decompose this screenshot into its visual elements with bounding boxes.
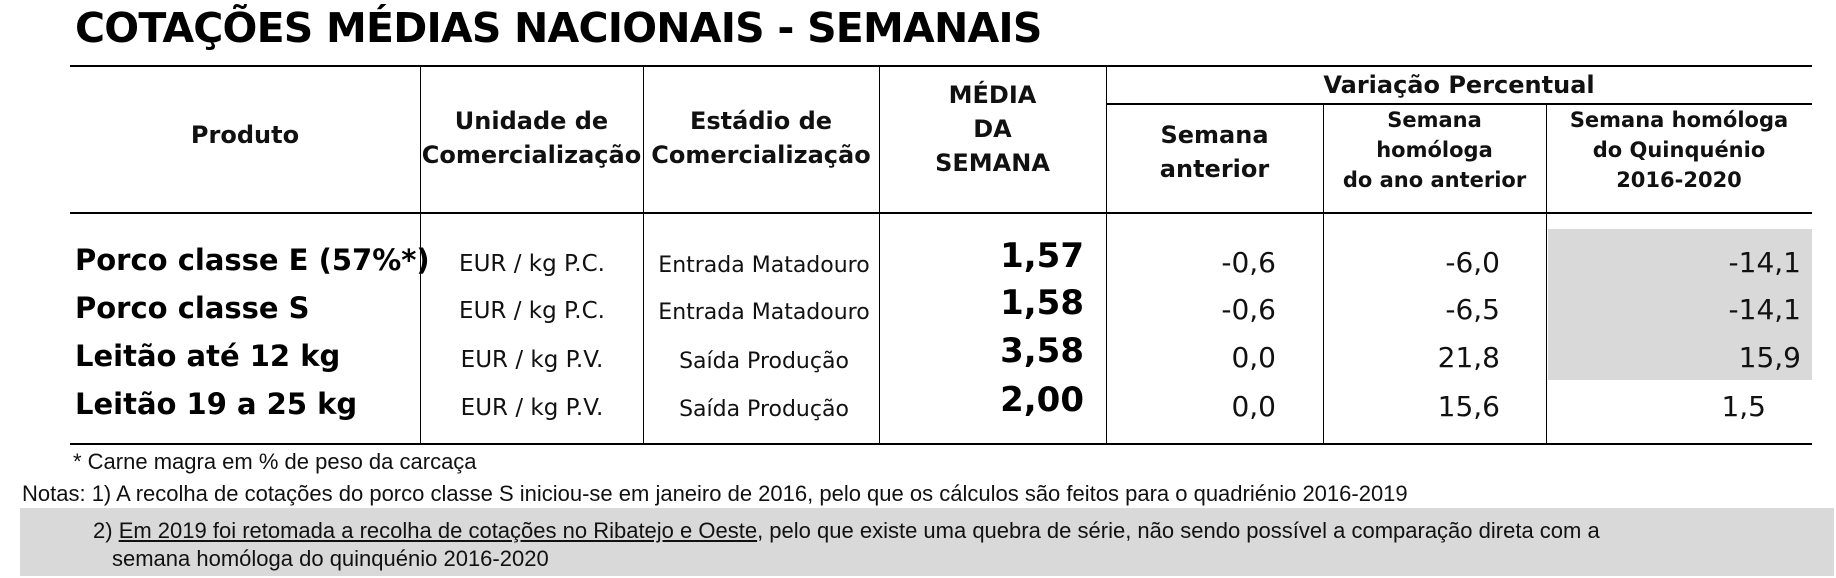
col-divider-4 <box>1106 65 1107 445</box>
row-2-unidade: EUR / kg P.C. <box>459 298 605 324</box>
row-2-media: 1,58 <box>1000 283 1084 323</box>
header-semana-quinquenio-line1: Semana homóloga <box>1569 108 1789 132</box>
note-2-line2: semana homóloga do quinquénio 2016-2020 <box>112 546 549 571</box>
note2-shade <box>20 508 1834 576</box>
row-1-media: 1,57 <box>1000 236 1084 276</box>
row-4-homologa: 15,6 <box>1437 390 1500 423</box>
row-4-media: 2,00 <box>1000 380 1084 420</box>
header-media-line3: SEMANA <box>935 149 1050 178</box>
header-estadio: Estádio de Comercialização <box>643 104 879 172</box>
header-semana-anterior-line1: Semana <box>1160 121 1269 149</box>
table-bottom-rule <box>70 443 1812 445</box>
row-1-unidade: EUR / kg P.C. <box>459 251 605 277</box>
header-semana-anterior-line2: anterior <box>1159 155 1270 184</box>
row-3-produto: Leitão até 12 kg <box>75 339 341 373</box>
note-2: 2) Em 2019 foi retomada a recolha de cot… <box>93 518 1600 544</box>
header-semana-homologa-line3: do ano anterior <box>1342 167 1527 192</box>
col-divider-2 <box>643 65 644 445</box>
header-estadio-line2: Comercialização <box>651 141 871 170</box>
variacao-rule <box>1106 103 1812 105</box>
header-bottom-rule <box>70 212 1812 214</box>
row-1-anterior: -0,6 <box>1221 246 1276 279</box>
row-3-media: 3,58 <box>1000 331 1084 371</box>
header-variacao: Variação Percentual <box>1323 71 1595 99</box>
header-media-line2: DA <box>973 115 1012 144</box>
col-divider-1 <box>420 65 421 445</box>
row-1-quinquenio: -14,1 <box>1728 246 1801 279</box>
row-4-unidade: EUR / kg P.V. <box>460 395 604 421</box>
header-unidade-line2: Comercialização <box>421 141 642 170</box>
header-semana-homologa-line1: Semana <box>1387 108 1482 132</box>
header-semana-homologa: Semana homóloga do ano anterior <box>1323 106 1546 195</box>
header-unidade: Unidade de Comercialização <box>420 104 643 172</box>
row-3-estadio: Saída Produção <box>679 349 849 374</box>
row-3-homologa: 21,8 <box>1437 341 1500 374</box>
footnote-carne-magra: * Carne magra em % de peso da carcaça <box>73 449 477 474</box>
header-semana-quinquenio-line2: do Quinquénio <box>1592 137 1766 162</box>
quinquenio-shade <box>1548 229 1812 380</box>
row-1-estadio: Entrada Matadouro <box>658 253 870 278</box>
header-semana-homologa-line2: homóloga <box>1376 137 1493 162</box>
col-divider-6 <box>1546 103 1547 445</box>
header-semana-quinquenio: Semana homóloga do Quinquénio 2016-2020 <box>1546 106 1812 195</box>
header-media: MÉDIA DA SEMANA <box>879 78 1106 180</box>
header-estadio-line1: Estádio de <box>689 107 833 135</box>
page-title: COTAÇÕES MÉDIAS NACIONAIS - SEMANAIS <box>75 4 1042 52</box>
row-2-quinquenio: -14,1 <box>1728 293 1801 326</box>
row-2-estadio: Entrada Matadouro <box>658 300 870 325</box>
col-divider-5 <box>1323 103 1324 445</box>
header-unidade-line1: Unidade de <box>454 107 609 135</box>
row-2-homologa: -6,5 <box>1445 293 1500 326</box>
row-4-quinquenio: 1,5 <box>1721 390 1766 423</box>
col-divider-3 <box>879 65 880 445</box>
table-top-rule <box>70 65 1812 67</box>
row-1-homologa: -6,0 <box>1445 246 1500 279</box>
header-semana-quinquenio-line3: 2016-2020 <box>1616 167 1742 192</box>
row-3-anterior: 0,0 <box>1231 341 1276 374</box>
row-4-produto: Leitão 19 a 25 kg <box>75 387 358 421</box>
note-1: Notas: 1) A recolha de cotações do porco… <box>22 481 1408 506</box>
row-2-anterior: -0,6 <box>1221 293 1276 326</box>
row-3-quinquenio: 15,9 <box>1738 341 1801 374</box>
note-2-rest: , pelo que existe uma quebra de série, n… <box>757 518 1600 543</box>
note-2-prefix: 2) <box>93 518 119 543</box>
row-1-produto: Porco classe E (57%*) <box>75 243 430 277</box>
note-2-underlined: Em 2019 foi retomada a recolha de cotaçõ… <box>118 518 758 543</box>
header-produto: Produto <box>190 121 300 149</box>
row-3-unidade: EUR / kg P.V. <box>460 347 604 373</box>
header-semana-anterior: Semana anterior <box>1106 118 1323 186</box>
row-4-anterior: 0,0 <box>1231 390 1276 423</box>
row-4-estadio: Saída Produção <box>679 397 849 422</box>
row-2-produto: Porco classe S <box>75 291 310 325</box>
header-media-line1: MÉDIA <box>948 81 1037 109</box>
